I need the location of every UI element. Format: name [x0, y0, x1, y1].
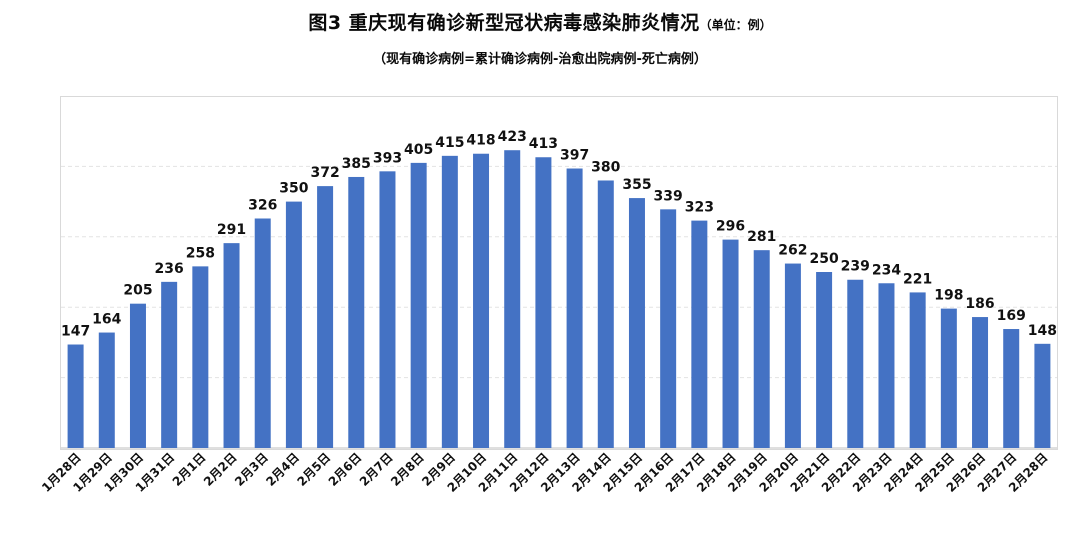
bar: [348, 176, 365, 448]
bar: [161, 281, 178, 448]
data-label: 323: [685, 200, 714, 216]
bar: [691, 220, 708, 448]
data-label: 262: [778, 243, 807, 259]
data-label: 355: [622, 177, 651, 193]
bar: [67, 344, 84, 448]
bar: [847, 279, 864, 448]
chart-subtitle: （现有确诊病例=累计确诊病例-治愈出院病例-死亡病例）: [373, 52, 707, 67]
plot-area-frame: [60, 96, 1058, 450]
x-tick-label: 2月2日: [201, 450, 240, 489]
chart-title: 图3 重庆现有确诊新型冠状病毒感染肺炎情况（单位：例）: [0, 8, 1080, 35]
bar: [784, 263, 801, 448]
bar: [940, 308, 957, 448]
bar: [254, 218, 271, 448]
data-label: 405: [404, 142, 433, 158]
data-label: 169: [997, 308, 1026, 324]
x-tick-label: 2月6日: [326, 450, 365, 489]
bar: [504, 150, 521, 448]
data-label: 415: [435, 135, 464, 151]
bar: [129, 303, 146, 448]
bar: [473, 153, 490, 448]
data-label: 258: [186, 245, 215, 261]
bar: [223, 243, 240, 448]
bar: [972, 317, 989, 448]
x-tick-label: 2月7日: [357, 450, 396, 489]
data-label: 423: [498, 129, 527, 145]
data-label: 221: [903, 271, 932, 287]
data-label: 164: [92, 312, 121, 328]
data-label: 148: [1028, 323, 1057, 339]
bar: [1003, 329, 1020, 448]
bar: [597, 180, 614, 449]
bar: [628, 198, 645, 448]
x-tick-label: 2月5日: [295, 450, 334, 489]
data-label: 418: [466, 133, 495, 149]
bar: [285, 201, 302, 448]
data-label: 326: [248, 197, 277, 213]
bar: [753, 250, 770, 448]
bar: [909, 292, 926, 448]
data-label: 296: [716, 219, 745, 235]
bar: [410, 162, 427, 448]
bar: [816, 272, 833, 448]
data-label: 205: [123, 283, 152, 299]
data-label: 372: [310, 165, 339, 181]
bar: [379, 171, 396, 448]
chart-title-main: 图3 重庆现有确诊新型冠状病毒感染肺炎情况: [308, 12, 700, 34]
bar: [660, 209, 677, 448]
data-label: 250: [809, 251, 838, 267]
bar: [441, 155, 458, 448]
x-tick-label: 2月8日: [388, 450, 427, 489]
bar: [722, 239, 739, 448]
data-label: 397: [560, 148, 589, 164]
data-label: 339: [654, 188, 683, 204]
data-label: 380: [591, 159, 620, 175]
bar: [535, 157, 552, 449]
bar: [878, 283, 895, 448]
data-label: 393: [373, 150, 402, 166]
chart-unit-label: （单位：例）: [699, 18, 772, 32]
data-label: 239: [841, 259, 870, 275]
data-label: 234: [872, 262, 901, 278]
bar: [98, 332, 115, 448]
bar: [317, 186, 334, 448]
x-tick-label: 2月3日: [232, 450, 271, 489]
data-label: 236: [155, 261, 184, 277]
data-label: 350: [279, 181, 308, 197]
x-tick-label: 2月1日: [170, 450, 209, 489]
data-label: 413: [529, 136, 558, 152]
data-label: 281: [747, 229, 776, 245]
bar: [1034, 343, 1051, 448]
data-label: 385: [342, 156, 371, 172]
data-label: 186: [965, 296, 994, 312]
data-label: 291: [217, 222, 246, 238]
data-label: 147: [61, 324, 90, 340]
bar: [566, 168, 583, 448]
data-label: 198: [934, 288, 963, 304]
x-tick-label: 2月4日: [263, 450, 302, 489]
bar: [192, 266, 209, 448]
